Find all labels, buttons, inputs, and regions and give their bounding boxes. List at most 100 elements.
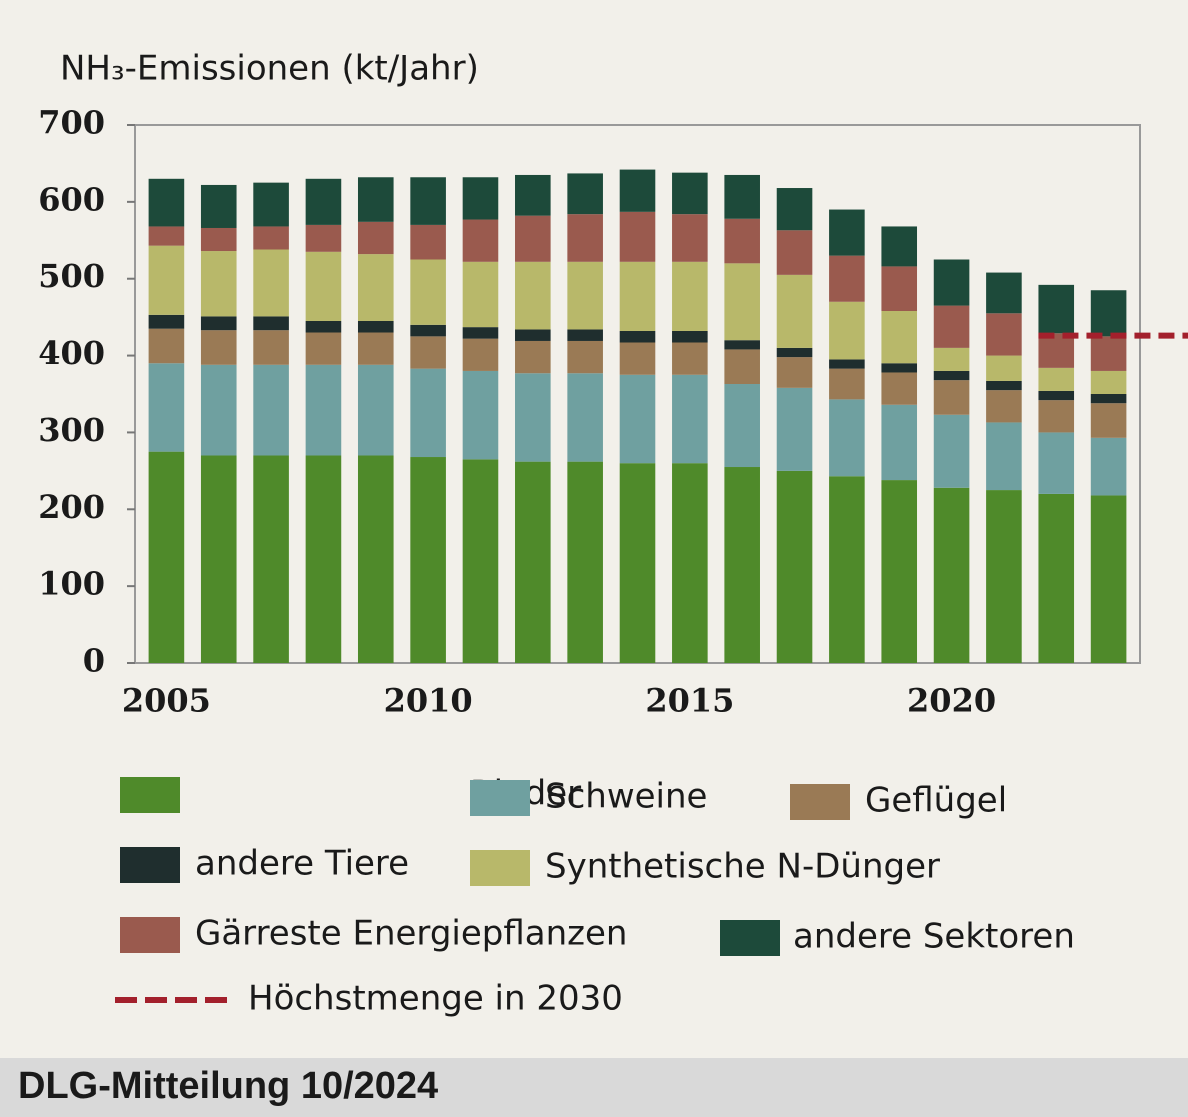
bar-segment [357, 455, 394, 663]
y-tick-label: 600 [38, 180, 105, 218]
bar-segment [829, 301, 865, 360]
bar-segment [200, 330, 237, 365]
bar-segment [672, 330, 708, 343]
bar-segment [462, 370, 499, 460]
bar-segment [462, 177, 499, 220]
y-tick-label: 400 [38, 334, 105, 372]
bar-segment [986, 313, 1022, 356]
y-tick-label: 300 [38, 411, 105, 449]
bar-segment [776, 188, 813, 231]
bar-segment [567, 340, 603, 374]
bar-segment [829, 399, 865, 477]
bar-segment [200, 251, 237, 317]
y-tick-label: 700 [38, 104, 105, 142]
bar-segment [724, 340, 760, 350]
bar-segment [253, 455, 289, 663]
bar-segment [829, 359, 865, 369]
y-tick-label: 500 [38, 257, 105, 295]
bar-segment [148, 178, 185, 227]
bar-segment [776, 387, 813, 471]
bar-segment [933, 305, 970, 348]
bar-segment [933, 370, 970, 381]
bar-segment [515, 340, 551, 374]
bar-segment [515, 461, 551, 663]
bar-segment [410, 224, 446, 260]
bar-segment [1090, 290, 1127, 337]
bar-segment [567, 173, 603, 215]
bar-segment [357, 332, 394, 365]
bar-segment [933, 347, 970, 371]
legend-swatch [720, 920, 780, 956]
bar-segment [305, 320, 342, 333]
bar-segment [148, 363, 185, 452]
bar-segment [567, 329, 603, 341]
bar-segment [724, 384, 760, 468]
legend-swatch [470, 780, 530, 816]
legend-label: andere Sektoren [793, 917, 1075, 957]
bar-segment [619, 169, 656, 212]
bar-segment [1038, 400, 1075, 433]
bar-segment [357, 254, 394, 321]
bar-segment [724, 349, 760, 385]
bar-segment [200, 227, 237, 252]
bar-segment [410, 259, 446, 325]
bar-segment [515, 261, 551, 330]
legend-label: Geflügel [865, 781, 1007, 821]
x-tick-label: 2015 [645, 682, 734, 720]
bar-segment [567, 461, 603, 663]
bar-segment [462, 219, 499, 262]
bar-segment [357, 221, 394, 255]
bar-segment [672, 261, 708, 331]
bar-segment [462, 261, 499, 328]
bar-segment [933, 487, 970, 663]
bar-segment [986, 490, 1022, 663]
y-axis-title: NH₃-Emissionen (kt/Jahr) [60, 49, 479, 89]
bar-segment [672, 214, 708, 262]
bar-segment [410, 324, 446, 337]
bar-segment [148, 314, 185, 329]
bar-segment [724, 263, 760, 341]
x-tick-label: 2020 [907, 682, 996, 720]
legend-label: Höchstmenge in 2030 [248, 979, 623, 1019]
bar-segment [305, 251, 342, 321]
bar-segment [829, 209, 865, 256]
legend-label: Schweine [545, 777, 707, 817]
bar-segment [253, 330, 289, 365]
bar-segment [462, 327, 499, 339]
bar-segment [305, 455, 342, 663]
source: DLG-Mitteilung 10/2024 [18, 1065, 438, 1107]
bar-segment [410, 177, 446, 225]
bar-segment [672, 342, 708, 375]
bar-segment [305, 178, 342, 225]
bar-segment [148, 226, 185, 246]
bar-segment [672, 374, 708, 464]
bar-segment [933, 380, 970, 415]
legend-label: Synthetische N-Dünger [545, 847, 940, 887]
bar-segment [1090, 437, 1127, 496]
bar-segment [881, 266, 918, 311]
bar-segment [724, 174, 760, 219]
bar-segment [357, 177, 394, 222]
bar-segment [933, 259, 970, 306]
bar-segment [1038, 390, 1075, 401]
bar-segment [986, 390, 1022, 423]
bar-segment [881, 372, 918, 405]
bar-segment [776, 357, 813, 388]
bar-segment [410, 368, 446, 458]
bar-segment [305, 332, 342, 365]
bar-segment [776, 230, 813, 275]
bar-segment [986, 380, 1022, 391]
x-tick-label: 2005 [122, 682, 211, 720]
bar-segment [148, 245, 185, 315]
bar-segment [253, 226, 289, 250]
bar-segment [881, 363, 918, 373]
bar-segment [672, 463, 708, 663]
legend-swatch [120, 847, 180, 883]
bar-segment [200, 316, 237, 331]
bar-segment [305, 364, 342, 456]
bar-segment [253, 182, 289, 227]
bar-segment [1090, 403, 1127, 438]
bar-segment [253, 316, 289, 331]
bar-segment [567, 373, 603, 462]
